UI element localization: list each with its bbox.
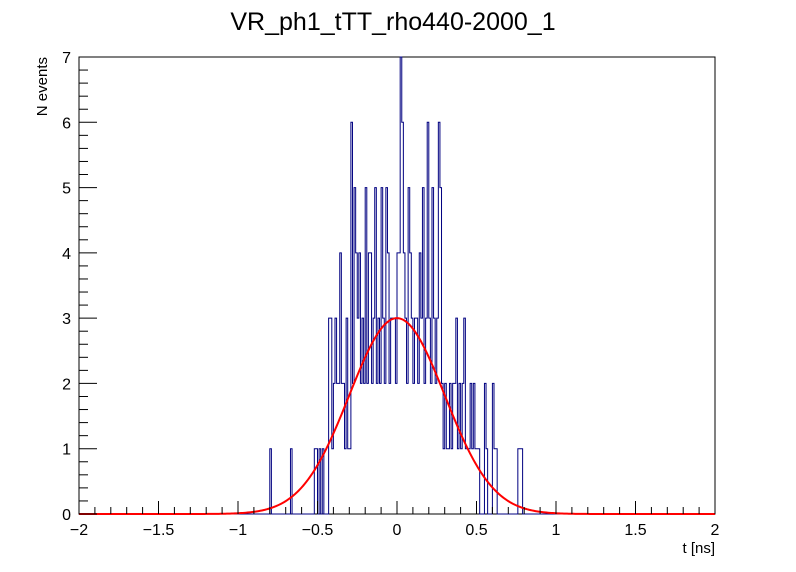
y-tick-label: 4 (62, 246, 71, 263)
histogram-bin-89 (461, 449, 463, 514)
y-axis-label: N events (34, 57, 51, 116)
histogram-bin-50 (399, 253, 401, 514)
histogram-bin-59 (413, 383, 415, 514)
histogram-bin-55 (407, 383, 409, 514)
histogram-bin-94 (469, 449, 471, 514)
histogram-bin-73 (435, 383, 437, 514)
y-tick-label: 1 (62, 442, 71, 459)
histogram-bin-44 (389, 383, 391, 514)
x-axis: −2 −1.5 −1 −0.5 0 0.5 1 1.5 2 (70, 501, 720, 539)
histogram-bin-87 (457, 449, 459, 514)
histogram-bin-21 (352, 383, 354, 514)
histogram-bin-28 (364, 383, 366, 514)
histogram-bin-46 (392, 318, 394, 514)
histogram-bin-70 (430, 383, 432, 514)
y-axis: 0 1 2 3 4 5 6 7 (62, 50, 97, 524)
histogram-bin-36 (376, 383, 378, 514)
histogram-bin-18 (348, 449, 350, 514)
histogram-bin-8 (332, 449, 334, 514)
histogram-bin-16 (345, 449, 347, 514)
histogram-bin-33 (372, 383, 374, 514)
histogram-bin-85 (454, 383, 456, 514)
histogram-bin-38 (380, 383, 382, 514)
histogram-bin-83 (451, 449, 453, 514)
chart-title: VR_ph1_tTT_rho440-2000_1 (230, 8, 555, 36)
histogram-bin-11 (337, 383, 339, 514)
histogram-bin-41 (384, 383, 386, 514)
histogram-series (79, 56, 715, 515)
histogram-bin-62 (418, 383, 420, 514)
histogram-bin-107 (519, 449, 521, 514)
x-tick-label: 0 (393, 522, 402, 539)
histogram-bin-64 (421, 318, 423, 514)
histogram-bin-30 (367, 383, 369, 514)
histogram-bin-14 (341, 383, 343, 514)
histogram-bin-92 (465, 449, 467, 514)
histogram-bin-48 (395, 383, 397, 514)
x-tick-label: 0.5 (465, 522, 487, 539)
histogram-bin-93 (467, 449, 469, 514)
histogram-bin-80 (446, 449, 448, 514)
x-tick-label: 1 (552, 522, 561, 539)
plot-area (78, 56, 716, 515)
histogram-bin-26 (360, 383, 362, 514)
x-tick-label: 1.5 (624, 522, 646, 539)
histogram-bin-104 (494, 449, 496, 514)
histogram-bin-81 (448, 449, 450, 514)
x-axis-label: t [ns] (682, 540, 715, 557)
y-tick-label: 3 (62, 311, 71, 328)
y-tick-label: 0 (62, 507, 71, 524)
histogram-bin-66 (424, 383, 426, 514)
histogram-bin-78 (443, 449, 445, 514)
y-tick-label: 5 (62, 181, 71, 198)
y-tick-label: 7 (62, 50, 71, 67)
x-tick-label: 2 (711, 522, 720, 539)
histogram-bin-19 (349, 449, 351, 514)
histogram-bin-12 (338, 383, 340, 514)
y-tick-label: 2 (62, 376, 71, 393)
x-tick-label: −1 (229, 522, 247, 539)
gaussian-fit-curve (79, 317, 715, 515)
x-tick-label: −1.5 (143, 522, 175, 539)
histogram-bin-24 (357, 318, 359, 514)
x-tick-label: −0.5 (302, 522, 334, 539)
y-tick-label: 6 (62, 115, 71, 132)
x-tick-label: −2 (70, 522, 88, 539)
